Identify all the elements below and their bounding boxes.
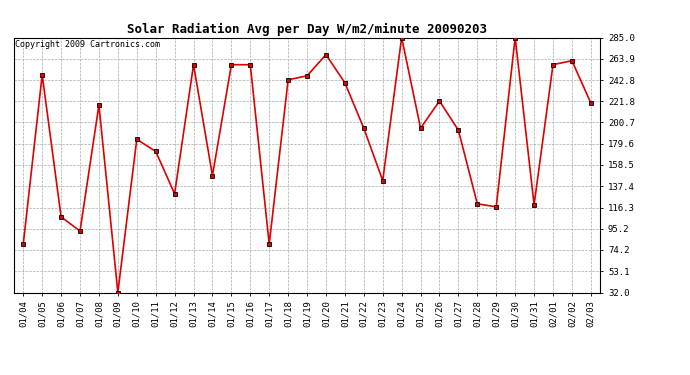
- Text: Copyright 2009 Cartronics.com: Copyright 2009 Cartronics.com: [15, 40, 160, 49]
- Title: Solar Radiation Avg per Day W/m2/minute 20090203: Solar Radiation Avg per Day W/m2/minute …: [127, 23, 487, 36]
